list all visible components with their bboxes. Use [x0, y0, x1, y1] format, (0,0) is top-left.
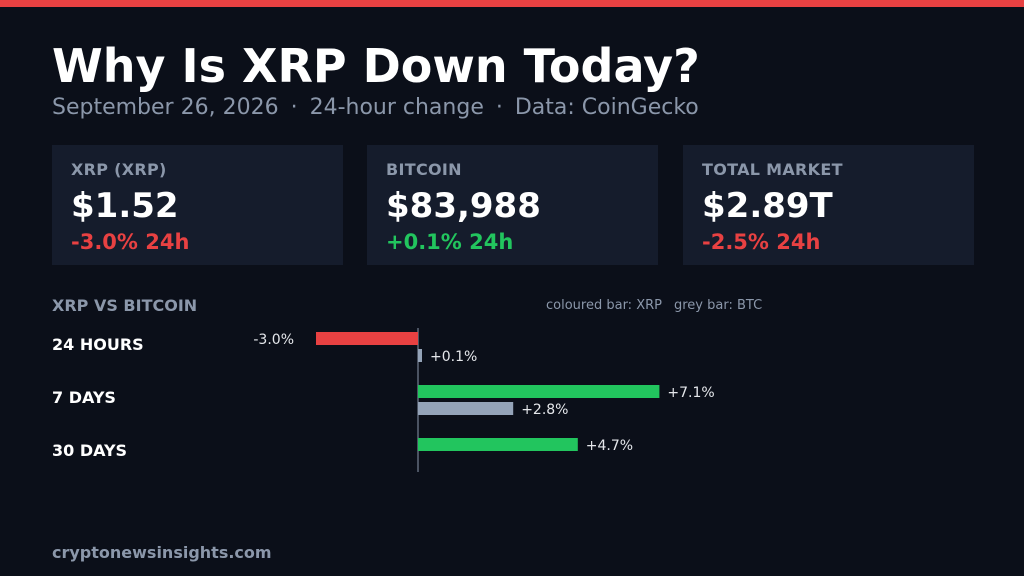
category-label: 24 HOURS	[52, 335, 144, 354]
subtitle: September 26, 2026 · 24-hour change · Data: …	[52, 93, 699, 123]
subtitle-source: Data: CoinGecko	[514, 95, 699, 120]
comparison-bar-chart: 24 HOURS 7 DAYS 30 DAYS -3.0% +7.1% +4.7% +0.1…	[52, 328, 715, 472]
card-xrp: XRP (XRP) $1.52 -3.0% 24h	[52, 145, 343, 265]
data-label: -3.0%	[253, 332, 294, 348]
legend-btc: grey bar: BTC	[673, 298, 763, 313]
bar-xrp	[316, 332, 418, 345]
card-label: XRP (XRP)	[71, 160, 167, 179]
legend: coloured bar: XRP grey bar: BTC	[546, 298, 762, 313]
card-change: -3.0% 24h	[71, 230, 190, 254]
bar-btc	[418, 349, 422, 362]
bar-xrp	[418, 438, 578, 451]
card-value: $2.89T	[702, 186, 833, 226]
subtitle-separator: ·	[495, 95, 503, 120]
subtitle-separator: ·	[290, 95, 298, 120]
category-label: 30 DAYS	[52, 441, 127, 460]
subtitle-period: 24-hour change	[309, 95, 484, 120]
data-label: +2.8%	[521, 402, 568, 418]
subtitle-date: September 26, 2026	[52, 95, 279, 120]
card-value: $1.52	[71, 186, 179, 226]
data-label: +4.7%	[586, 438, 633, 454]
data-label: +7.1%	[667, 385, 714, 401]
card-value: $83,988	[386, 186, 541, 226]
bar-btc	[418, 402, 514, 415]
legend-xrp: coloured bar: XRP	[546, 298, 662, 313]
footer-site: cryptonewsinsights.com	[52, 543, 272, 562]
card-label: TOTAL MARKET	[702, 160, 843, 179]
category-label: 7 DAYS	[52, 388, 116, 407]
card-bitcoin: BITCOIN $83,988 +0.1% 24h	[367, 145, 658, 265]
page-title: Why Is XRP Down Today?	[52, 39, 700, 93]
top-accent-bar	[0, 0, 1024, 7]
card-change: +0.1% 24h	[386, 230, 514, 254]
section-title: XRP VS BITCOIN	[52, 296, 198, 315]
card-change: -2.5% 24h	[702, 230, 821, 254]
card-label: BITCOIN	[386, 160, 462, 179]
bar-xrp	[418, 385, 660, 398]
card-total-market: TOTAL MARKET $2.89T -2.5% 24h	[683, 145, 974, 265]
data-label: +0.1%	[430, 349, 477, 365]
